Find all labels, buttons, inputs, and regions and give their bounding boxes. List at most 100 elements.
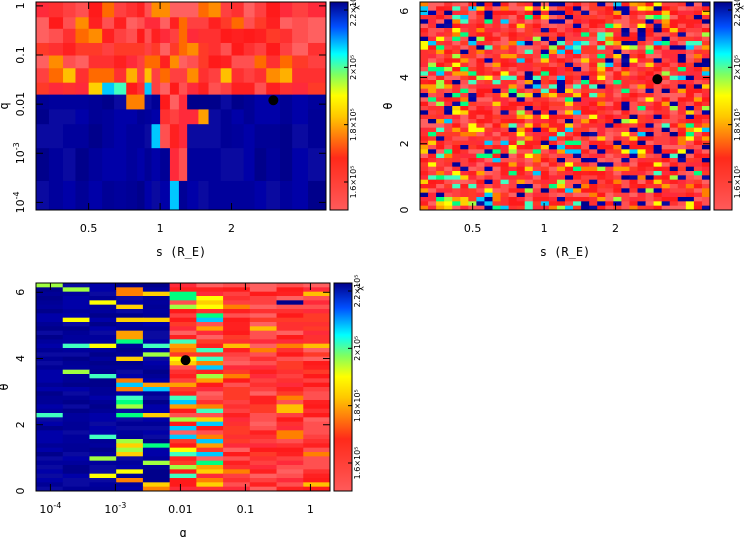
heatmap-cell [428,106,437,111]
heatmap-cell [677,84,687,90]
heatmap-cell [223,473,251,479]
heatmap-cell [645,41,655,46]
heatmap-cell [142,469,171,475]
heatmap-cell [169,486,197,492]
heatmap-cell [144,67,153,83]
heatmap-cell [532,101,542,107]
heatmap-cell [492,149,502,155]
heatmap-cell [548,114,558,120]
heatmap-cell [516,67,526,72]
heatmap-cell [142,482,171,488]
heatmap-cell [276,313,304,319]
heatmap-cell [303,352,331,358]
heatmap-cell [669,28,679,33]
heatmap-cell [669,123,679,129]
heatmap-cell [556,205,566,211]
heatmap-cell [653,132,663,137]
heatmap-cell [508,88,518,94]
heatmap-cell [36,400,64,405]
heatmap-cell [685,6,695,12]
heatmap-cell [524,32,534,38]
heatmap-cell [613,127,622,133]
heatmap-cell [484,149,493,155]
heatmap-cell [452,175,461,181]
heatmap-cell [685,10,695,16]
heatmap-cell [669,71,679,77]
heatmap-cell [669,15,679,20]
heatmap-cell [476,49,485,55]
heatmap-cell [444,28,453,33]
heatmap-cell [484,62,493,68]
heatmap-cell [653,179,663,185]
heatmap-cell [685,45,695,51]
heatmap-cell [276,283,304,288]
heatmap-cell [677,62,687,68]
heatmap-cell [116,300,144,306]
heatmap-cell [208,42,222,56]
heatmap-cell [508,153,518,159]
heatmap-cell [249,378,278,384]
heatmap-cell [452,201,461,207]
heatmap-cell [468,149,477,155]
heatmap-cell [249,348,278,353]
heatmap-cell [468,132,477,137]
heatmap-cell [169,343,197,349]
heatmap-cell [589,175,598,181]
heatmap-cell [621,114,630,120]
heatmap-cell [492,184,502,189]
heatmap-cell [556,2,566,7]
heatmap-cell [249,309,278,314]
heatmap-cell [573,123,582,129]
heatmap-cell [196,426,224,431]
heatmap-cell [169,283,197,288]
heatmap-cell [249,443,278,449]
heatmap-cell [524,84,534,90]
heatmap-cell [62,300,90,306]
heatmap-cell [142,439,171,444]
heatmap-cell [508,184,518,189]
heatmap-cell [196,460,224,466]
heatmap-cell [303,482,331,488]
heatmap-cell [428,23,437,29]
heatmap-cell [420,114,429,120]
heatmap-cell [685,119,695,124]
heatmap-cell [701,84,711,90]
heatmap-cell [524,158,534,163]
heatmap-cell [292,82,309,95]
heatmap-cell [178,108,188,125]
heatmap-cell [693,166,703,172]
heatmap-cell [693,123,703,129]
y-tick-label: 4 [14,355,27,362]
heatmap-cell [693,6,703,12]
heatmap-cell [279,2,293,18]
heatmap-cell [693,179,703,185]
heatmap-cell [565,45,574,51]
heatmap-cell [701,67,711,72]
heatmap-cell [492,106,502,111]
heatmap-cell [452,184,461,189]
heatmap-cell [102,147,115,181]
heatmap-cell [540,106,550,111]
heatmap-cell [701,71,711,77]
heatmap-cell [436,80,445,85]
heatmap-cell [249,296,278,301]
heatmap-cell [532,88,542,94]
heatmap-cell [116,382,144,388]
heatmap-cell [468,75,477,81]
colorbar-tick-label: 1.8×10⁵ [733,108,742,141]
heatmap-cell [198,108,210,125]
heatmap-cell [532,123,542,129]
heatmap-cell [508,80,518,85]
heatmap-cell [196,374,224,379]
heatmap-cell [452,2,461,7]
heatmap-cell [516,84,526,90]
heatmap-cell [589,106,598,111]
heatmap-cell [629,2,638,7]
heatmap-cell [492,23,502,29]
heatmap-cell [308,55,327,69]
heatmap-cell [126,123,138,149]
heatmap-cell [613,119,622,124]
heatmap-cell [223,452,251,457]
heatmap-cell [468,110,477,116]
